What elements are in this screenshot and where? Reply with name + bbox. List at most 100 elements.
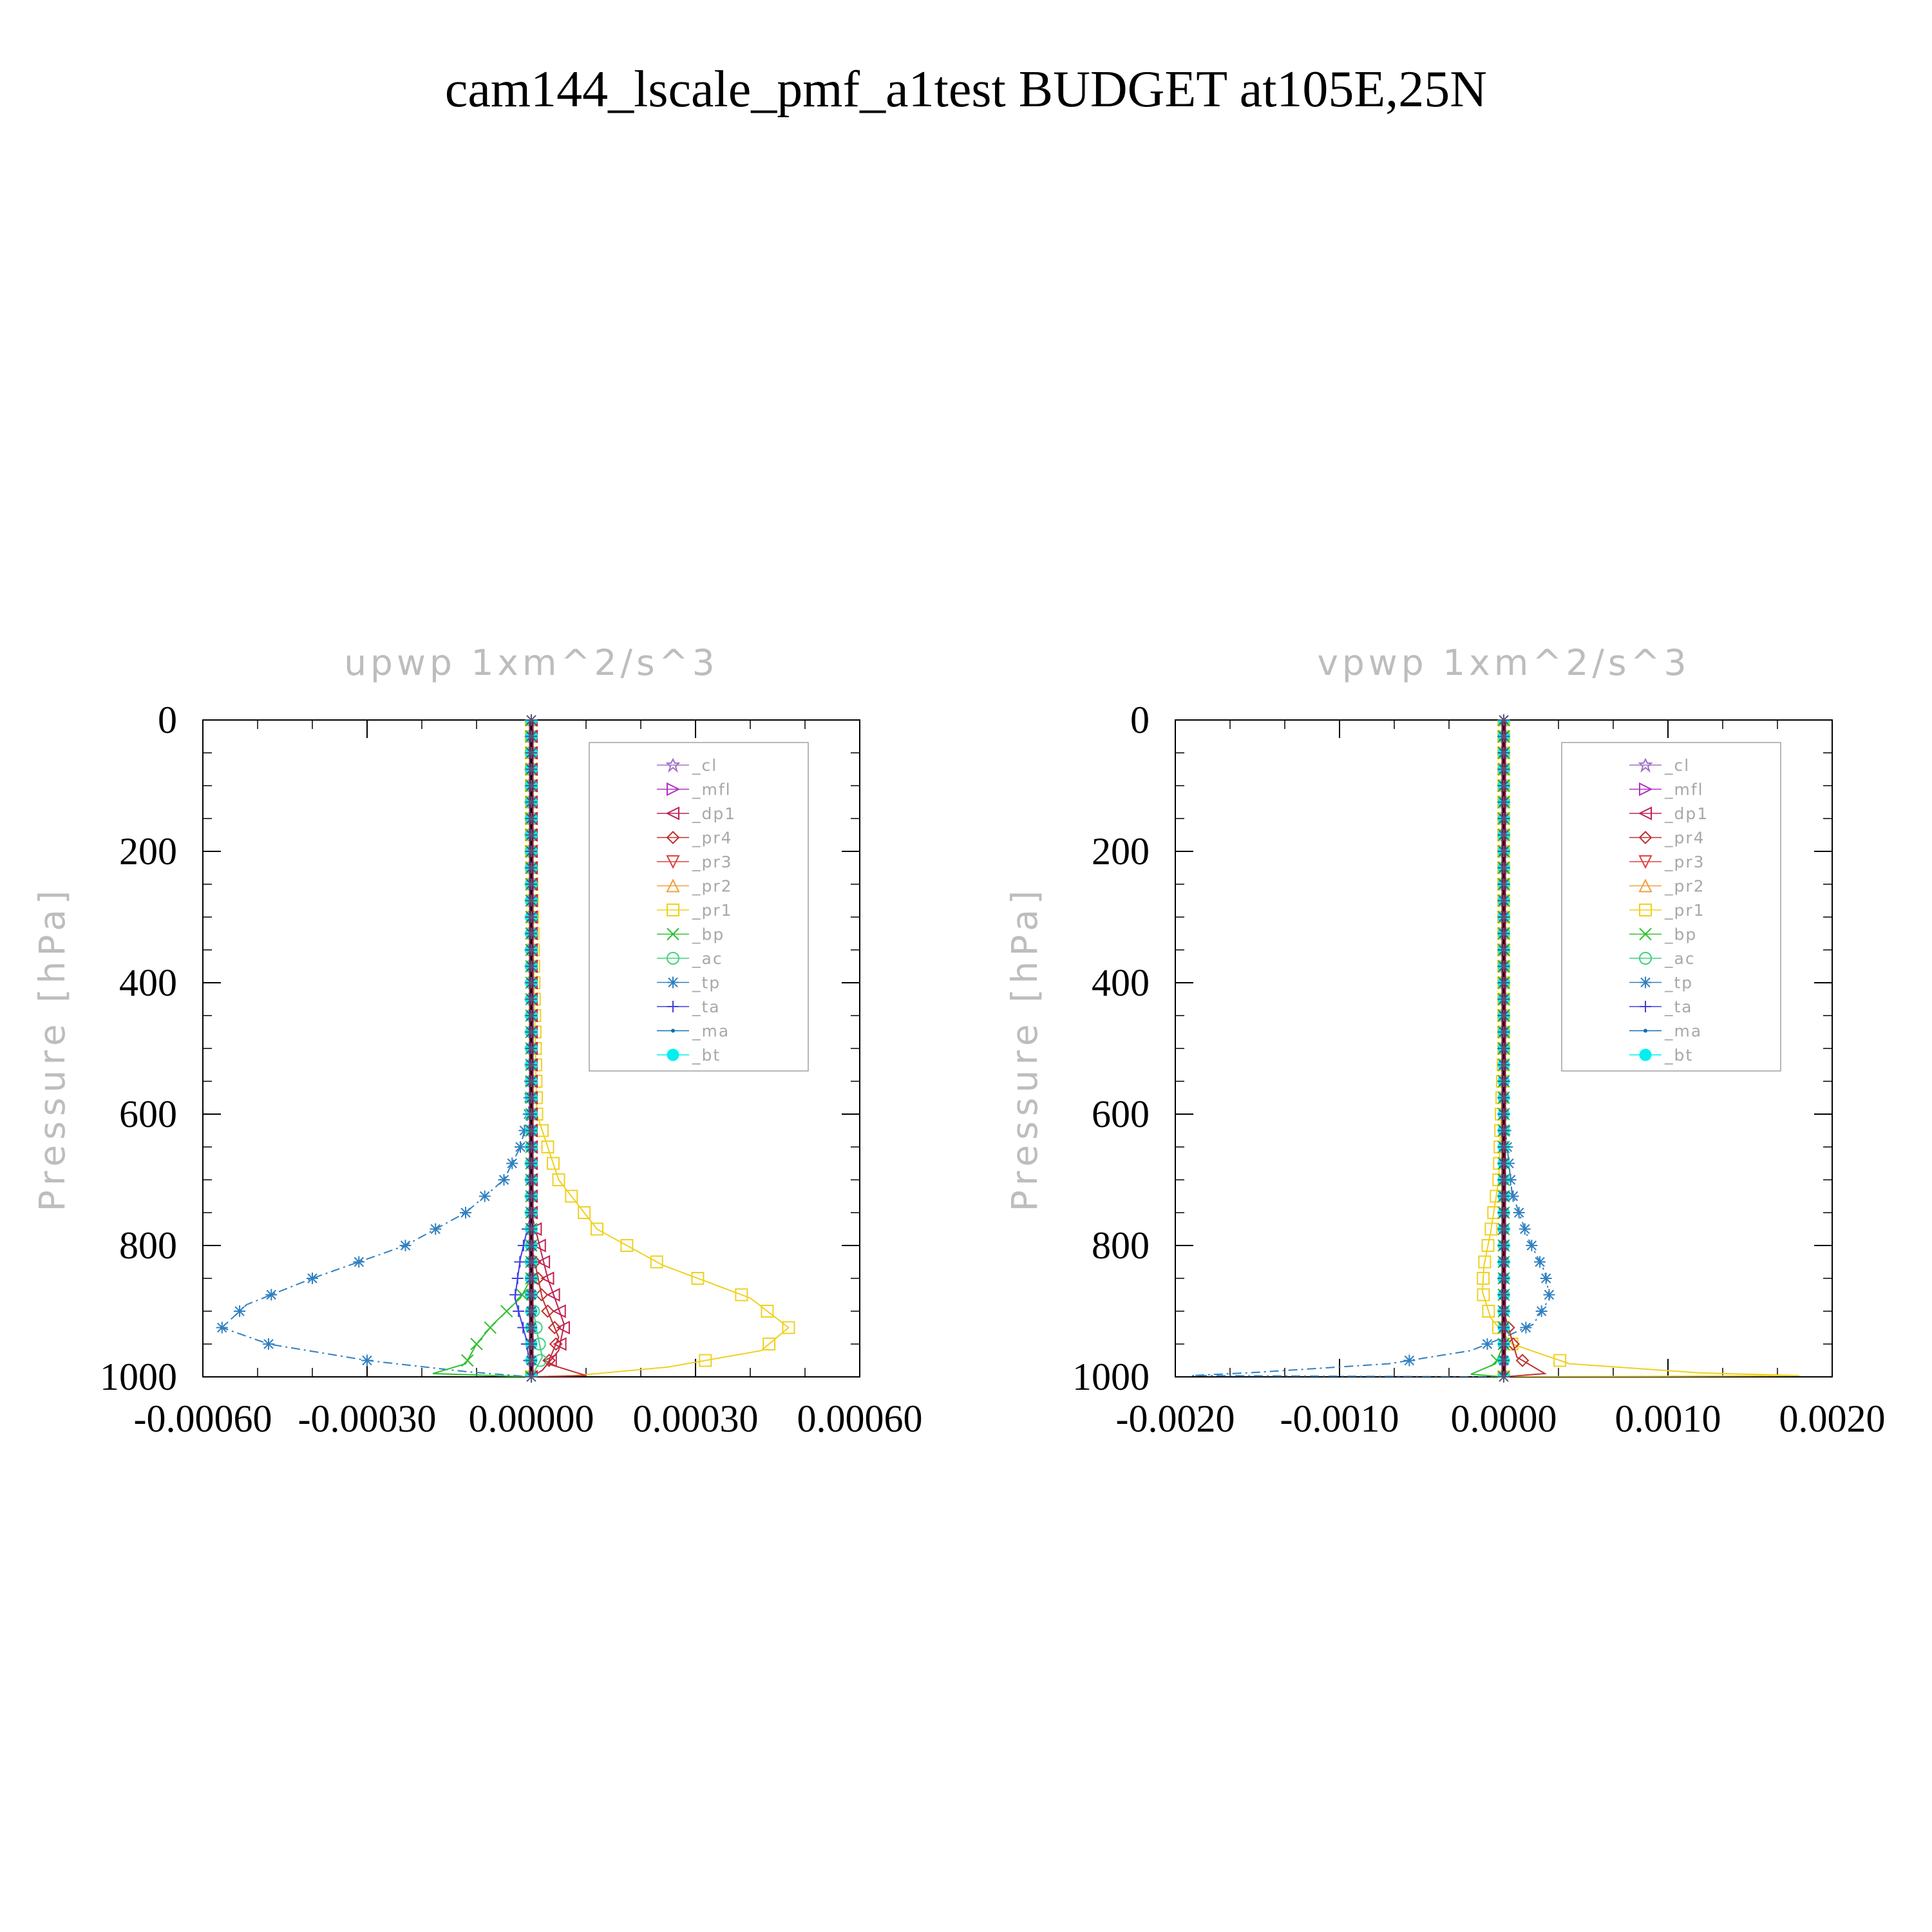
y-tick-label: 200 xyxy=(1092,830,1150,873)
legend-label-mfl: _mfl xyxy=(692,781,732,799)
panel-upwp: upwp 1xm^2/s^3 Pressure [hPa] 0 200 400 600 80… xyxy=(32,642,923,1440)
legend-label-pr1: _pr1 xyxy=(692,901,733,920)
series-marker-tp xyxy=(1481,1338,1493,1350)
zero-profile-marker xyxy=(1498,1338,1510,1350)
legend-marker-bt xyxy=(667,1048,679,1061)
series-marker-pr1 xyxy=(591,1222,603,1236)
zero-profile-marker xyxy=(1498,1321,1510,1334)
y-tick-label: 600 xyxy=(119,1093,177,1135)
series-marker-tp xyxy=(478,1190,491,1202)
series-marker-tp xyxy=(234,1305,246,1317)
legend-marker-bt xyxy=(1639,1048,1652,1061)
zero-profile-marker xyxy=(526,977,537,989)
zero-profile-marker xyxy=(1498,977,1510,989)
zero-profile-marker xyxy=(526,1273,537,1284)
legend-marker-pr1 xyxy=(1639,904,1652,916)
zero-profile-marker xyxy=(526,1108,537,1120)
series-marker-tp xyxy=(1526,1240,1538,1251)
legend-label-dp1: _dp1 xyxy=(692,804,736,823)
series-marker-tp xyxy=(430,1223,442,1235)
series-marker-dp1 xyxy=(540,1271,554,1285)
zero-profile-marker xyxy=(1498,829,1510,841)
series-marker-pr4 xyxy=(547,1321,562,1334)
figure-title: cam144_lscale_pmf_a1test BUDGET at105E,2… xyxy=(445,61,1487,118)
zero-profile-marker xyxy=(526,927,537,940)
zero-profile-marker xyxy=(1498,1026,1510,1038)
zero-profile-marker xyxy=(526,1026,537,1038)
legend-label-bp: _bp xyxy=(1664,925,1697,944)
series-marker-ta xyxy=(511,1273,524,1284)
series-marker-tp xyxy=(1540,1273,1552,1284)
legend-box xyxy=(1561,742,1781,1072)
legend-marker-pr2 xyxy=(666,878,680,893)
x-tick-label: 0.00000 xyxy=(469,1397,594,1440)
y-tick-label: 200 xyxy=(119,830,177,873)
series-marker-ta xyxy=(514,1256,526,1268)
zero-profile-marker xyxy=(1498,960,1510,972)
series-marker-tp xyxy=(216,1321,228,1334)
zero-profile-marker xyxy=(1498,993,1510,1005)
series-marker-dp1 xyxy=(546,1287,560,1302)
legend-marker-ma xyxy=(1643,1028,1647,1033)
zero-profile-marker xyxy=(1498,780,1510,791)
series-marker-pr4 xyxy=(1515,1354,1530,1367)
x-tick-label: 0.00030 xyxy=(633,1397,759,1440)
zero-profile-marker xyxy=(526,1157,537,1170)
zero-profile-marker xyxy=(1498,1157,1510,1170)
zero-profile-marker xyxy=(526,1223,537,1235)
zero-profile-marker xyxy=(1498,1354,1510,1367)
series-marker-pr1 xyxy=(1553,1354,1567,1367)
x-tick-label: 0.0000 xyxy=(1451,1397,1557,1440)
series-marker-tp xyxy=(353,1256,365,1268)
zero-profile-marker xyxy=(1498,895,1510,907)
legend-marker-ac xyxy=(1639,952,1652,965)
legend-label-bp: _bp xyxy=(692,925,724,944)
series-marker-dp1 xyxy=(532,1238,546,1253)
legend-label-ma: _ma xyxy=(692,1022,730,1041)
x-tick-label: -0.0020 xyxy=(1116,1397,1235,1440)
series-marker-tp xyxy=(498,1174,510,1186)
zero-profile-marker xyxy=(526,1338,537,1350)
y-tick-label: 0 xyxy=(158,699,177,741)
x-tick-label: 0.0020 xyxy=(1779,1397,1886,1440)
zero-profile-marker xyxy=(1498,862,1510,874)
zero-profile-marker xyxy=(526,895,537,907)
series-marker-bp xyxy=(516,1288,529,1302)
zero-profile-marker xyxy=(1498,1289,1510,1301)
zero-profile-marker xyxy=(526,780,537,791)
series-marker-tp xyxy=(307,1273,318,1284)
legend-label-mfl: _mfl xyxy=(1664,781,1704,799)
zero-profile-marker xyxy=(526,878,537,890)
series-marker-dp1 xyxy=(553,1337,567,1351)
legend-label-pr4: _pr4 xyxy=(1664,829,1705,848)
zero-profile-marker xyxy=(526,846,537,857)
zero-profile-marker xyxy=(1498,1124,1510,1137)
x-tick-label: 0.00060 xyxy=(797,1397,923,1440)
series-marker-dp1 xyxy=(536,1255,551,1269)
zero-profile-marker xyxy=(526,747,537,759)
zero-profile-marker xyxy=(526,911,537,923)
zero-profile-marker xyxy=(526,1289,537,1301)
series-marker-bp xyxy=(470,1338,483,1350)
series-marker-pr1 xyxy=(1478,1255,1492,1269)
zero-profile-marker xyxy=(526,1075,537,1087)
zero-profile-marker xyxy=(526,1059,537,1071)
legend-marker-mfl xyxy=(1639,782,1653,797)
series-marker-tp xyxy=(263,1338,274,1350)
series-marker-pr1 xyxy=(552,1173,565,1186)
series-marker-pr1 xyxy=(735,1288,748,1302)
legend-label-tp: _tp xyxy=(1664,974,1693,992)
series-marker-pr1 xyxy=(578,1206,591,1219)
zero-profile-marker xyxy=(526,944,537,956)
series-marker-tp xyxy=(515,1141,526,1153)
legend-marker-cl xyxy=(665,757,681,773)
legend-label-bt: _bt xyxy=(1664,1046,1693,1065)
zero-profile-marker xyxy=(1498,1305,1510,1317)
x-tick-label: -0.00030 xyxy=(298,1397,437,1440)
series-marker-pr1 xyxy=(1477,1272,1490,1285)
zero-profile-marker xyxy=(526,1174,537,1186)
legend-marker-dp1 xyxy=(1638,806,1652,820)
panel-title: vpwp 1xm^2/s^3 xyxy=(1317,642,1690,683)
zero-profile-marker xyxy=(1498,927,1510,940)
